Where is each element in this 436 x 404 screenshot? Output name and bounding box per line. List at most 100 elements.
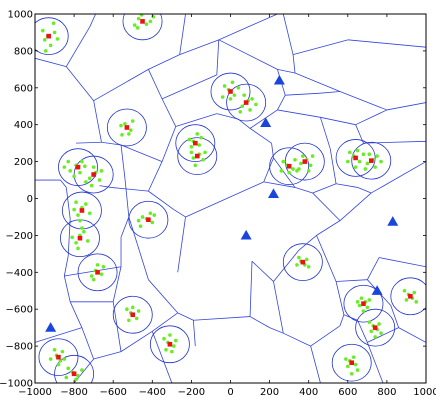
cluster-center-marker [361,301,366,306]
cluster-point [193,163,198,168]
voronoi-edge [177,312,194,321]
cluster-point [228,97,233,101]
voronoi-edge [93,100,102,143]
voronoi-edge [251,260,274,282]
cluster-point [125,307,129,312]
voronoi-edge [112,301,122,352]
voronoi-edge [128,216,149,280]
voronoi-edge [316,220,341,236]
cluster-center-marker [228,89,233,94]
cluster-center-marker [71,371,77,377]
voronoi-edge [161,126,177,162]
voronoi-edge [148,161,163,192]
cluster-point [139,14,144,17]
cluster-point [189,150,194,155]
cluster-point [62,357,67,361]
cluster-point [87,211,92,216]
voronoi-edge [336,279,368,282]
voronoi-edge [339,192,372,221]
cluster-circle [282,243,323,282]
cluster-point [279,169,284,173]
cluster-point [134,316,139,321]
cluster-center-marker [95,270,100,275]
voronoi-edge [35,327,83,343]
voronoi-edge [101,141,122,146]
voronoi-edge [292,39,348,55]
cluster-point [230,80,235,85]
cluster-point [404,298,409,302]
y-tick-label: 600 [14,83,33,94]
voronoi-edge [99,185,112,188]
cluster-center-marker [46,33,51,39]
cluster-point [76,213,80,217]
cluster-point [64,375,69,380]
cluster-point [353,165,358,169]
x-tick-label: −200 [178,387,205,398]
voronoi-edge [216,113,239,120]
x-axis-ticks: −1000 −800 −600 −400 −200 0 200 400 600 800 1000 [18,14,436,398]
cluster-point [58,359,63,363]
cluster-circle [175,124,216,162]
y-tick-label: −600 [6,305,33,316]
cluster-circle [284,142,325,181]
cluster-point [357,303,362,308]
x-tick-label: 600 [338,387,357,398]
cluster-center-marker [302,159,308,164]
voronoi-edge [320,116,356,126]
cluster-point [74,240,78,245]
cluster-circle [390,277,426,316]
cluster-circle [122,14,163,41]
cluster-point [95,263,100,267]
cluster-point [238,109,243,114]
cluster-circle [343,284,384,323]
cluster-point [56,362,61,367]
cluster-point [170,349,174,354]
voronoi-edge [120,144,163,162]
cluster-point [91,165,96,169]
cluster-point [299,161,303,166]
voronoi-edge [179,14,186,55]
voronoi-edge [120,331,153,352]
voronoi-edges [35,14,426,383]
cluster-point [412,290,417,295]
voronoi-edge [312,183,337,194]
cluster-point [367,320,372,324]
voronoi-edge [310,345,321,383]
voronoi-edge [283,332,311,347]
voronoi-edge [238,118,251,129]
voronoi-edge [111,187,149,192]
cluster-point [66,366,71,371]
cluster-point [375,154,379,158]
cluster-center-marker [353,155,358,161]
cluster-point [295,263,299,267]
station-triangle [273,74,285,85]
voronoi-edge [120,216,130,238]
voronoi-edge [161,98,177,127]
y-tick-label: 0 [27,194,33,205]
voronoi-edge [339,314,345,326]
cluster-center-marker [300,259,306,265]
cluster-point [41,28,45,33]
y-tick-label: −800 [6,342,33,353]
voronoi-edge [218,14,278,41]
cluster-point [164,347,168,352]
cluster-point [74,377,78,382]
voronoi-edge [363,140,426,144]
cluster-circle [355,308,396,347]
cluster-circle [112,295,153,334]
voronoi-edge [277,94,286,111]
voronoi-edge [263,157,274,183]
voronoi-edge [379,257,426,268]
cluster-point [144,22,149,26]
y-tick-label: 400 [14,120,33,131]
cluster-point [373,335,377,339]
voronoi-edge [347,39,426,48]
cluster-point [99,169,104,173]
voronoi-edge [263,181,296,188]
cluster-point [89,183,94,188]
cluster-point [402,288,407,293]
cluster-point [355,148,360,153]
voronoi-edge [277,109,321,118]
cluster-point [301,154,305,158]
cluster-point [83,164,87,169]
